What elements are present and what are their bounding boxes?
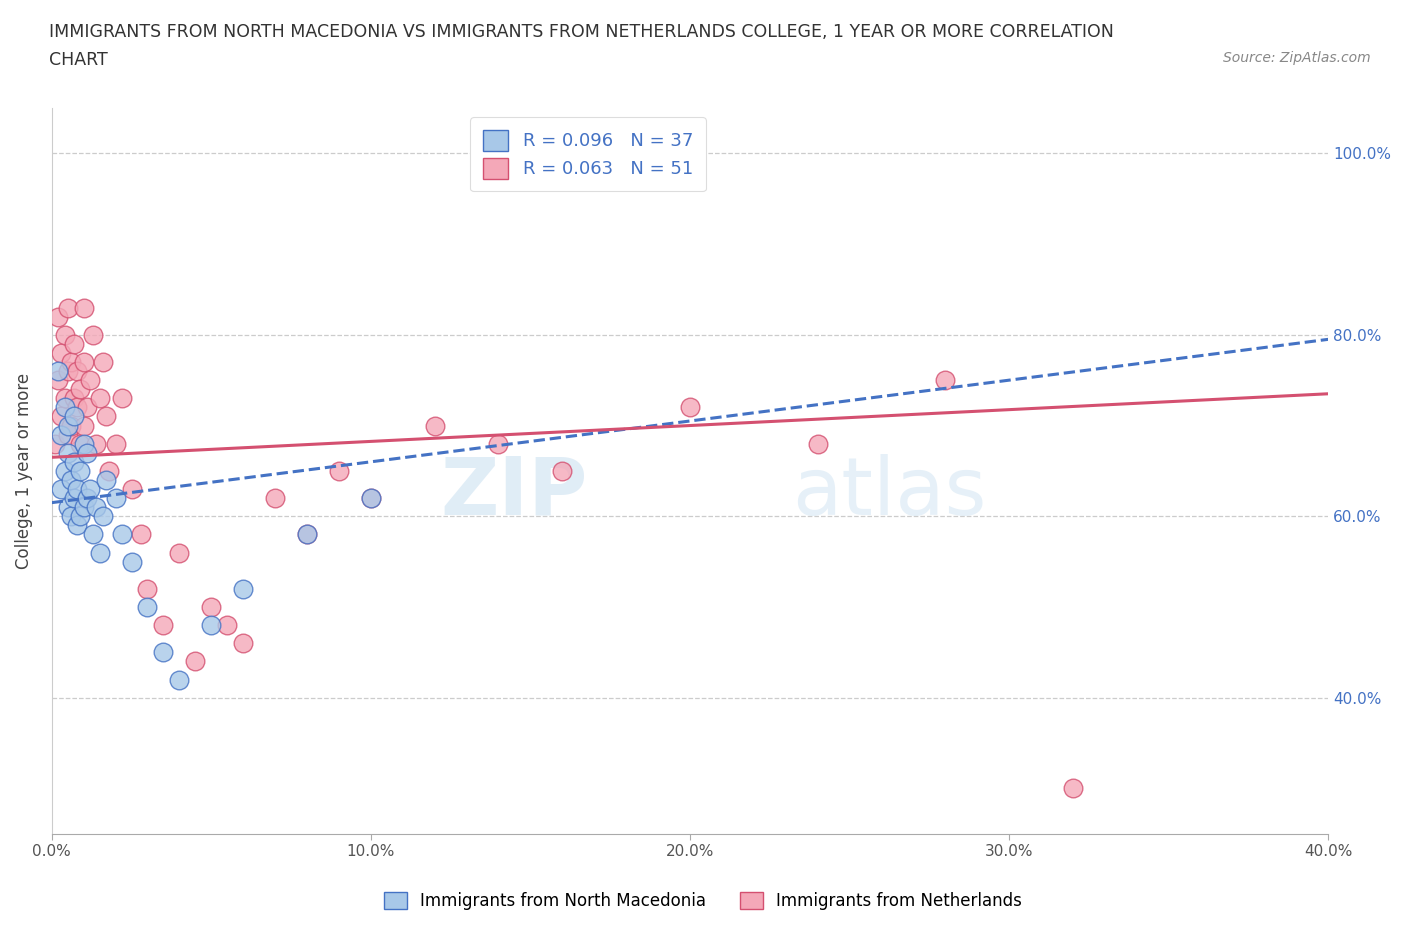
Point bbox=[121, 482, 143, 497]
Point bbox=[89, 391, 111, 405]
Point bbox=[66, 400, 89, 415]
Point bbox=[232, 636, 254, 651]
Point bbox=[73, 418, 96, 433]
Point bbox=[76, 445, 98, 460]
Point bbox=[79, 373, 101, 388]
Point bbox=[232, 581, 254, 596]
Point bbox=[98, 463, 121, 478]
Point bbox=[53, 391, 76, 405]
Point bbox=[129, 527, 152, 542]
Text: ZIP: ZIP bbox=[440, 454, 588, 532]
Point bbox=[200, 600, 222, 615]
Point bbox=[328, 463, 350, 478]
Text: atlas: atlas bbox=[792, 454, 987, 532]
Point bbox=[59, 472, 82, 487]
Point bbox=[46, 309, 69, 324]
Point bbox=[360, 491, 382, 506]
Point bbox=[82, 527, 104, 542]
Point bbox=[56, 427, 79, 442]
Point bbox=[86, 436, 108, 451]
Text: CHART: CHART bbox=[49, 51, 108, 69]
Point bbox=[73, 499, 96, 514]
Point bbox=[63, 391, 86, 405]
Point bbox=[66, 518, 89, 533]
Point bbox=[73, 436, 96, 451]
Point bbox=[69, 382, 91, 397]
Point bbox=[79, 482, 101, 497]
Point bbox=[63, 409, 86, 424]
Point bbox=[56, 364, 79, 379]
Point bbox=[56, 418, 79, 433]
Point bbox=[934, 373, 956, 388]
Point bbox=[69, 509, 91, 524]
Point bbox=[169, 672, 191, 687]
Point bbox=[51, 409, 73, 424]
Point bbox=[73, 300, 96, 315]
Point bbox=[679, 400, 702, 415]
Point bbox=[76, 491, 98, 506]
Point bbox=[152, 618, 174, 632]
Point bbox=[1062, 781, 1084, 796]
Point bbox=[423, 418, 446, 433]
Point bbox=[63, 337, 86, 352]
Point bbox=[51, 346, 73, 361]
Point bbox=[104, 491, 127, 506]
Point bbox=[86, 499, 108, 514]
Point bbox=[66, 482, 89, 497]
Point bbox=[59, 509, 82, 524]
Point bbox=[63, 491, 86, 506]
Point bbox=[66, 364, 89, 379]
Point bbox=[184, 654, 207, 669]
Point bbox=[63, 455, 86, 470]
Point bbox=[56, 445, 79, 460]
Point bbox=[53, 463, 76, 478]
Point bbox=[94, 409, 117, 424]
Point bbox=[806, 436, 828, 451]
Point bbox=[51, 427, 73, 442]
Point bbox=[76, 400, 98, 415]
Point bbox=[136, 600, 159, 615]
Point bbox=[53, 400, 76, 415]
Point bbox=[200, 618, 222, 632]
Text: IMMIGRANTS FROM NORTH MACEDONIA VS IMMIGRANTS FROM NETHERLANDS COLLEGE, 1 YEAR O: IMMIGRANTS FROM NORTH MACEDONIA VS IMMIG… bbox=[49, 23, 1114, 41]
Point bbox=[91, 354, 114, 369]
Y-axis label: College, 1 year or more: College, 1 year or more bbox=[15, 373, 32, 569]
Point bbox=[295, 527, 318, 542]
Point bbox=[44, 436, 66, 451]
Point bbox=[59, 418, 82, 433]
Point bbox=[111, 527, 134, 542]
Point bbox=[264, 491, 287, 506]
Point bbox=[169, 545, 191, 560]
Point bbox=[69, 463, 91, 478]
Legend: Immigrants from North Macedonia, Immigrants from Netherlands: Immigrants from North Macedonia, Immigra… bbox=[377, 885, 1029, 917]
Point bbox=[59, 354, 82, 369]
Point bbox=[56, 300, 79, 315]
Point bbox=[295, 527, 318, 542]
Point bbox=[51, 482, 73, 497]
Point bbox=[46, 364, 69, 379]
Legend: R = 0.096   N = 37, R = 0.063   N = 51: R = 0.096 N = 37, R = 0.063 N = 51 bbox=[470, 117, 706, 192]
Point bbox=[488, 436, 510, 451]
Point bbox=[121, 554, 143, 569]
Point bbox=[152, 644, 174, 659]
Point bbox=[94, 472, 117, 487]
Point bbox=[104, 436, 127, 451]
Point bbox=[111, 391, 134, 405]
Text: Source: ZipAtlas.com: Source: ZipAtlas.com bbox=[1223, 51, 1371, 65]
Point bbox=[73, 354, 96, 369]
Point bbox=[89, 545, 111, 560]
Point bbox=[53, 327, 76, 342]
Point bbox=[91, 509, 114, 524]
Point bbox=[56, 499, 79, 514]
Point bbox=[217, 618, 239, 632]
Point bbox=[69, 436, 91, 451]
Point bbox=[551, 463, 574, 478]
Point bbox=[136, 581, 159, 596]
Point bbox=[360, 491, 382, 506]
Point bbox=[82, 327, 104, 342]
Point bbox=[46, 373, 69, 388]
